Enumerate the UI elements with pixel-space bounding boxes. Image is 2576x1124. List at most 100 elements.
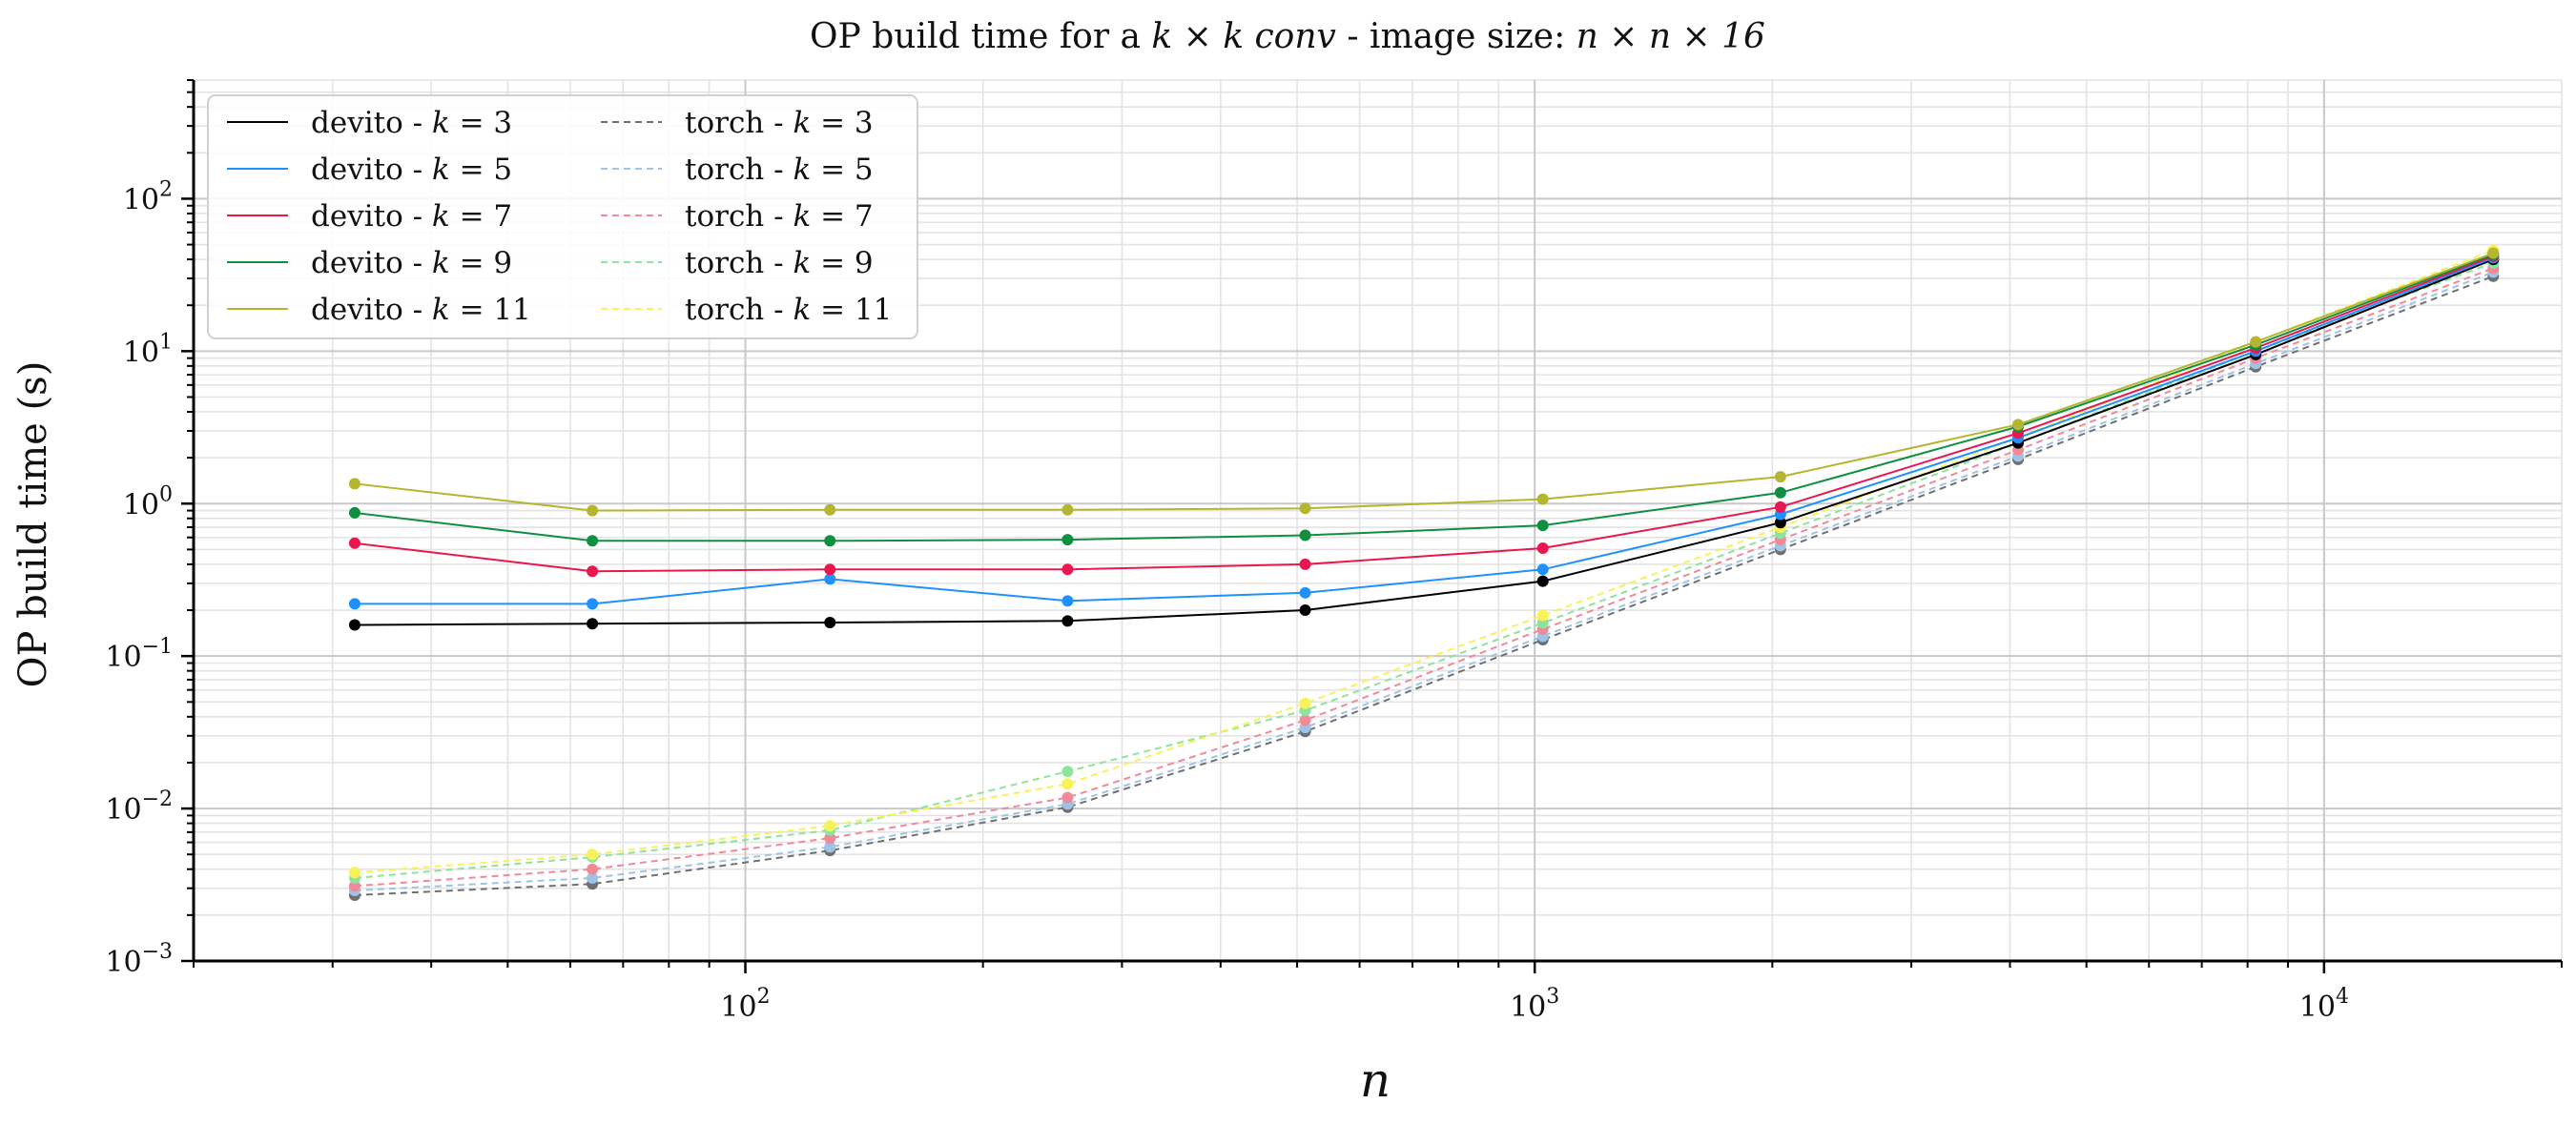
legend-item-torch-k-9: torch - k = 9 — [601, 246, 874, 280]
data-point — [1061, 791, 1074, 804]
chart-title: OP build time for a k × k conv - image s… — [810, 17, 1765, 56]
data-point — [348, 619, 361, 631]
legend-item-devito-k-11: devito - k = 11 — [227, 293, 531, 327]
legend-label: devito - k = 3 — [311, 106, 512, 140]
data-point — [1061, 766, 1074, 778]
legend-label: torch - k = 11 — [685, 293, 892, 327]
data-point — [824, 503, 836, 516]
legend-frame — [207, 94, 918, 339]
series-layer — [348, 244, 2500, 902]
legend-item-devito-k-3: devito - k = 3 — [227, 106, 512, 140]
series-devito-k-11 — [348, 247, 2500, 517]
legend-label: devito - k = 11 — [311, 293, 531, 327]
x-tick-label: 103 — [1510, 985, 1559, 1024]
chart-title-part-2: k × k conv — [1151, 17, 1335, 56]
data-point — [1536, 609, 1549, 622]
data-point — [1061, 563, 1074, 576]
legend-label: torch - k = 7 — [685, 199, 874, 234]
legend-label: torch - k = 3 — [685, 106, 874, 140]
data-point — [1061, 595, 1074, 607]
series-line-devito-k-3 — [354, 258, 2494, 626]
legend-label: torch - k = 5 — [685, 153, 874, 187]
legend-label: devito - k = 7 — [311, 199, 512, 234]
y-axis-label: OP build time (s) — [11, 361, 55, 688]
data-point — [824, 820, 836, 832]
data-point — [1774, 486, 1786, 499]
data-point — [1299, 529, 1311, 542]
data-point — [1061, 534, 1074, 546]
legend-label: torch - k = 9 — [685, 246, 874, 280]
data-point — [1536, 493, 1549, 505]
chart-title-part-1: OP build time for a — [810, 17, 1151, 56]
legend-item-devito-k-9: devito - k = 9 — [227, 246, 512, 280]
data-point — [824, 616, 836, 628]
chart-title-part-4: n × n × 16 — [1577, 17, 1765, 56]
data-point — [1536, 563, 1549, 576]
legend-item-devito-k-7: devito - k = 7 — [227, 199, 512, 234]
series-line-torch-k-5 — [354, 271, 2494, 892]
data-point — [1774, 471, 1786, 483]
legend-item-torch-k-3: torch - k = 3 — [601, 106, 874, 140]
chart-title-part-3: - image size: — [1336, 17, 1577, 56]
data-point — [587, 535, 599, 547]
data-point — [824, 573, 836, 585]
legend-label: devito - k = 5 — [311, 153, 512, 187]
series-line-torch-k-9 — [354, 261, 2494, 879]
series-line-devito-k-9 — [354, 254, 2494, 542]
data-point — [824, 563, 836, 576]
legend-label: devito - k = 9 — [311, 246, 512, 280]
data-point — [348, 598, 361, 610]
y-tick-label: 10−3 — [105, 940, 173, 979]
y-tick-label: 100 — [123, 482, 173, 521]
data-point — [587, 618, 599, 630]
data-point — [1536, 542, 1549, 555]
data-point — [1299, 697, 1311, 709]
data-point — [1299, 586, 1311, 599]
data-point — [1061, 615, 1074, 627]
series-line-devito-k-5 — [354, 256, 2494, 605]
series-line-devito-k-7 — [354, 255, 2494, 573]
data-point — [1299, 714, 1311, 726]
data-point — [2487, 247, 2500, 259]
data-point — [587, 871, 599, 884]
data-point — [587, 504, 599, 517]
axes-layer — [192, 80, 2562, 963]
data-point — [1061, 503, 1074, 516]
legend-item-torch-k-5: torch - k = 5 — [601, 153, 874, 187]
data-point — [2250, 336, 2262, 348]
data-point — [1536, 520, 1549, 532]
data-point — [1774, 501, 1786, 513]
series-devito-k-9 — [348, 249, 2500, 547]
data-point — [824, 535, 836, 547]
legend-item-devito-k-5: devito - k = 5 — [227, 153, 512, 187]
x-axis-label: n — [1360, 1052, 1391, 1108]
data-point — [348, 880, 361, 892]
data-point — [348, 506, 361, 519]
data-point — [1299, 558, 1311, 570]
ticks-layer: 102 103 104 10−3 10−2 10−1 100 101 102 — [105, 79, 2563, 1024]
data-point — [1061, 778, 1074, 790]
data-point — [1774, 517, 1786, 529]
series-line-torch-k-3 — [354, 275, 2494, 896]
series-line-devito-k-11 — [354, 252, 2494, 512]
data-point — [348, 537, 361, 549]
data-point — [587, 863, 599, 875]
data-point — [824, 841, 836, 853]
legend: devito - k = 3 devito - k = 5 devito - k =… — [207, 94, 918, 339]
data-point — [587, 848, 599, 861]
y-tick-label: 102 — [123, 177, 173, 216]
data-point — [1299, 604, 1311, 617]
x-tick-label: 102 — [720, 985, 770, 1024]
data-point — [2012, 419, 2025, 431]
data-point — [587, 565, 599, 578]
series-line-torch-k-7 — [354, 267, 2494, 888]
data-point — [1536, 575, 1549, 587]
legend-item-torch-k-11: torch - k = 11 — [601, 293, 892, 327]
legend-item-torch-k-7: torch - k = 7 — [601, 199, 874, 234]
data-point — [587, 598, 599, 610]
y-tick-label: 101 — [123, 330, 173, 369]
y-tick-label: 10−2 — [105, 787, 173, 827]
x-tick-label: 104 — [2299, 985, 2349, 1024]
